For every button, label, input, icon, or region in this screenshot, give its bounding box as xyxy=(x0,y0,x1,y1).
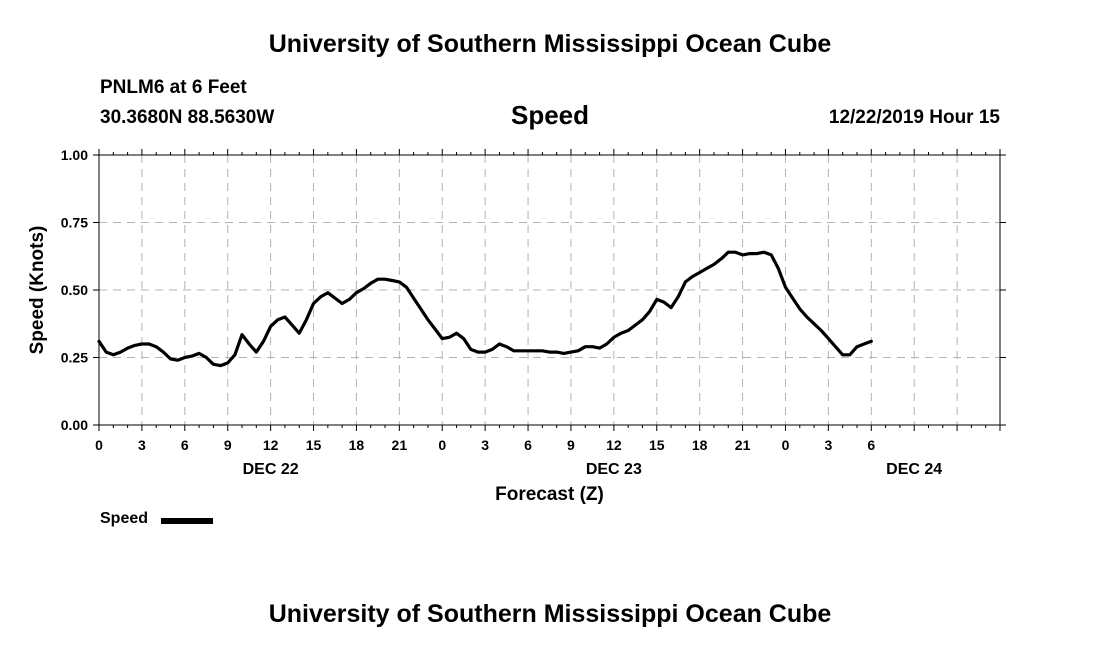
series-layer xyxy=(97,250,873,368)
y-tick-label: 1.00 xyxy=(61,147,88,163)
x-axis-title: Forecast (Z) xyxy=(495,484,604,505)
x-tick-label: 9 xyxy=(224,437,232,453)
x-tick-label: 21 xyxy=(392,437,408,453)
title-top: University of Southern Mississippi Ocean… xyxy=(268,30,832,58)
date-label: DEC 23 xyxy=(586,461,642,478)
coordinates-label: 30.3680N 88.5630W xyxy=(100,107,275,128)
title-bottom: University of Southern Mississippi Ocean… xyxy=(268,600,832,628)
x-tick-label: 3 xyxy=(481,437,489,453)
plot-frame xyxy=(98,154,1001,426)
x-tick-label: 21 xyxy=(735,437,751,453)
x-tick-label: 15 xyxy=(649,437,665,453)
datetime-label: 12/22/2019 Hour 15 xyxy=(828,107,1000,128)
legend-swatch xyxy=(161,518,213,524)
x-tick-label: 12 xyxy=(606,437,622,453)
date-label: DEC 24 xyxy=(886,461,942,478)
x-tick-label: 6 xyxy=(867,437,875,453)
legend-label: Speed xyxy=(100,510,149,527)
y-tick-label: 0.75 xyxy=(61,215,88,231)
speed-line xyxy=(97,250,873,368)
y-tick-label: 0.50 xyxy=(61,282,88,298)
x-tick-label: 0 xyxy=(95,437,103,453)
grid xyxy=(99,155,1000,425)
x-tick-label: 3 xyxy=(138,437,146,453)
y-tick-label: 0.25 xyxy=(61,350,88,366)
x-tick-label: 9 xyxy=(567,437,575,453)
station-label: PNLM6 at 6 Feet xyxy=(100,77,247,98)
y-axis-title: Speed (Knots) xyxy=(27,226,48,355)
axis-labels: 0 3 6 9 12 15 18 21 0 3 6 9 12 15 18 21 0 3 6 0.00 0.25 0.50 0… xyxy=(27,147,942,505)
x-tick-label: 12 xyxy=(263,437,279,453)
axes xyxy=(93,149,1006,431)
chart-title: Speed xyxy=(510,100,590,130)
date-label: DEC 22 xyxy=(243,461,299,478)
x-tick-label: 0 xyxy=(782,437,790,453)
x-tick-label: 6 xyxy=(524,437,532,453)
x-tick-label: 18 xyxy=(692,437,708,453)
x-tick-label: 18 xyxy=(349,437,365,453)
y-tick-label: 0.00 xyxy=(61,417,88,433)
x-tick-label: 15 xyxy=(306,437,322,453)
x-tick-label: 6 xyxy=(181,437,189,453)
x-tick-label: 3 xyxy=(824,437,832,453)
x-tick-label: 0 xyxy=(438,437,446,453)
